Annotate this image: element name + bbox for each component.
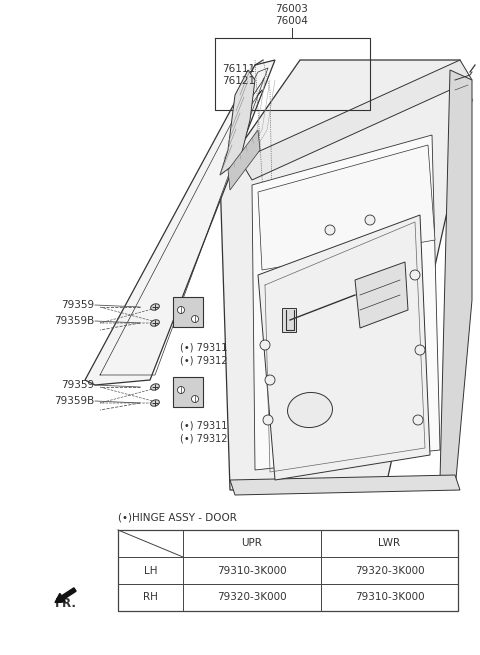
Polygon shape [258, 215, 430, 480]
Ellipse shape [151, 400, 159, 406]
Circle shape [178, 386, 184, 394]
Text: 79310-3K000: 79310-3K000 [217, 565, 287, 576]
Circle shape [413, 415, 423, 425]
Text: 79359B: 79359B [54, 396, 94, 406]
Polygon shape [173, 377, 203, 407]
Text: 76111
76121: 76111 76121 [222, 64, 255, 86]
Text: LWR: LWR [378, 538, 401, 548]
Polygon shape [85, 60, 275, 385]
Polygon shape [173, 297, 203, 327]
Circle shape [365, 215, 375, 225]
Text: 79320-3K000: 79320-3K000 [217, 593, 287, 603]
Text: LH: LH [144, 565, 157, 576]
Text: (•) 79311
(•) 79312: (•) 79311 (•) 79312 [180, 420, 228, 443]
Text: (•) 79311
(•) 79312: (•) 79311 (•) 79312 [180, 342, 228, 365]
Text: 79359B: 79359B [54, 316, 94, 326]
Text: 76003
76004: 76003 76004 [276, 3, 309, 26]
Text: FR.: FR. [55, 597, 77, 610]
Ellipse shape [151, 320, 159, 326]
Polygon shape [240, 60, 472, 180]
Circle shape [178, 307, 184, 314]
Circle shape [265, 375, 275, 385]
Polygon shape [252, 135, 440, 470]
Circle shape [260, 340, 270, 350]
Text: 79320-3K000: 79320-3K000 [355, 565, 424, 576]
Text: (•)HINGE ASSY - DOOR: (•)HINGE ASSY - DOOR [118, 512, 237, 522]
Polygon shape [258, 145, 435, 270]
Text: 79359: 79359 [61, 380, 94, 390]
Text: 79310-3K000: 79310-3K000 [355, 593, 424, 603]
Ellipse shape [151, 304, 159, 310]
Polygon shape [355, 262, 408, 328]
Polygon shape [220, 60, 472, 490]
Text: RH: RH [143, 593, 158, 603]
FancyArrow shape [55, 588, 76, 603]
Circle shape [192, 396, 199, 403]
Polygon shape [230, 475, 460, 495]
Circle shape [325, 225, 335, 235]
Polygon shape [220, 70, 255, 175]
Circle shape [410, 270, 420, 280]
Polygon shape [282, 308, 296, 332]
Circle shape [263, 415, 273, 425]
Ellipse shape [288, 392, 333, 428]
Text: UPR: UPR [241, 538, 263, 548]
Polygon shape [440, 70, 472, 490]
Ellipse shape [151, 384, 159, 390]
Text: 79359: 79359 [61, 300, 94, 310]
Polygon shape [228, 130, 260, 190]
Circle shape [415, 345, 425, 355]
Circle shape [192, 316, 199, 322]
